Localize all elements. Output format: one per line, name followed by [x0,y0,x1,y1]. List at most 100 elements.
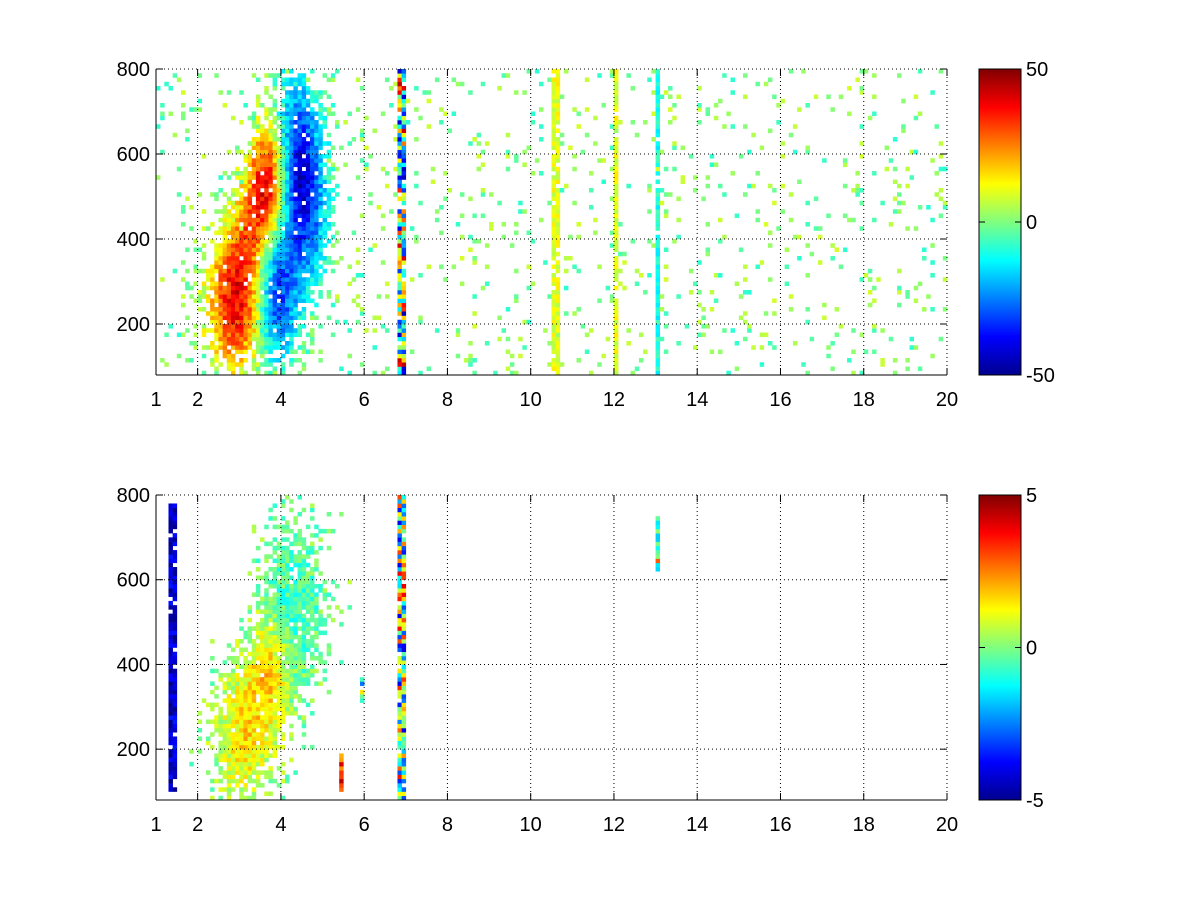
heatmap-cell [264,73,269,78]
heatmap-cell [339,761,344,767]
heatmap-cell [268,256,273,261]
heatmap-cell [272,171,278,176]
heatmap-cell [230,362,236,367]
heatmap-cell [372,345,377,350]
heatmap-cell [272,200,278,206]
heatmap-cell [310,516,315,521]
x-tick-label: 10 [520,389,542,411]
heatmap-cell [310,115,315,121]
heatmap-cell [251,251,257,257]
heatmap-cell [339,622,344,627]
heatmap-cell [310,668,315,674]
heatmap-cell [551,349,556,355]
heatmap-cell [243,294,248,299]
heatmap-cell [743,290,748,295]
heatmap-cell [280,579,286,585]
heatmap-cell [722,234,727,240]
heatmap-cell [235,166,240,172]
heatmap-cell [322,226,327,231]
heatmap-cell [293,558,298,564]
heatmap-cell [838,324,844,329]
heatmap-cell [293,290,298,295]
heatmap-cell [230,332,236,338]
heatmap-cell [285,132,290,138]
heatmap-cell [235,209,240,214]
heatmap-cell [260,719,265,725]
heatmap-cell [268,149,273,155]
heatmap-cell [297,171,303,176]
heatmap-cell [468,141,473,146]
heatmap-cell [239,328,244,333]
heatmap-cell [214,268,219,274]
heatmap-cell [643,349,648,355]
x-tick-label: 2 [192,389,203,411]
heatmap-cell [330,268,336,274]
heatmap-cell [172,639,178,644]
heatmap-cell [272,256,278,261]
heatmap-cell [272,273,278,278]
heatmap-cell [672,141,677,146]
heatmap-cell [268,328,273,333]
heatmap-cell [301,179,307,185]
heatmap-cell [655,196,661,202]
heatmap-cell [260,715,265,720]
heatmap-cell [280,234,286,240]
heatmap-cell [301,205,307,210]
heatmap-cell [339,511,344,517]
heatmap-cell [239,677,244,682]
heatmap-cell [805,200,810,206]
heatmap-cell [655,268,661,274]
heatmap-cell [247,171,253,176]
heatmap-cell [218,749,223,754]
heatmap-cell [218,706,223,712]
heatmap-cell [339,609,344,614]
heatmap-cell [260,732,265,737]
heatmap-cell [401,727,407,733]
heatmap-cell [289,209,294,214]
heatmap-cell [326,294,332,299]
heatmap-cell [293,579,298,585]
heatmap-cell [226,311,232,316]
heatmap-cell [555,349,561,355]
heatmap-cell [264,736,269,741]
heatmap-cell [310,311,315,316]
heatmap-cell [397,567,402,572]
heatmap-cell [401,681,407,686]
heatmap-cell [272,243,278,248]
heatmap-cell [251,256,257,261]
heatmap-cell [168,689,173,695]
heatmap-cell [176,353,182,359]
heatmap-cell [551,154,556,159]
heatmap-cell [264,358,269,363]
heatmap-cell [260,260,265,265]
heatmap-cell [214,370,219,376]
heatmap-cell [297,332,303,338]
heatmap-cell [743,277,748,282]
heatmap-cell [205,311,211,316]
heatmap-cell [276,200,282,206]
heatmap-cell [830,256,835,261]
heatmap-cell [222,685,228,691]
heatmap-cell [638,358,644,363]
heatmap-cell [613,285,619,291]
heatmap-cell [255,341,261,346]
heatmap-cell [243,795,248,801]
heatmap-cell [264,128,269,134]
heatmap-cell [251,281,257,287]
heatmap-cell [555,205,561,210]
heatmap-cell [285,281,290,287]
heatmap-cell [414,234,419,240]
heatmap-cell [156,86,161,91]
heatmap-cell [892,358,898,363]
heatmap-cell [401,349,407,355]
heatmap-cell [397,596,402,602]
heatmap-cell [547,200,552,206]
heatmap-cell [222,217,228,223]
heatmap-cell [422,90,427,95]
heatmap-cell [551,302,556,308]
heatmap-cell [305,290,311,295]
heatmap-cell [235,341,240,346]
heatmap-cell [397,349,402,355]
heatmap-cell [172,685,178,691]
heatmap-cell [468,362,473,367]
